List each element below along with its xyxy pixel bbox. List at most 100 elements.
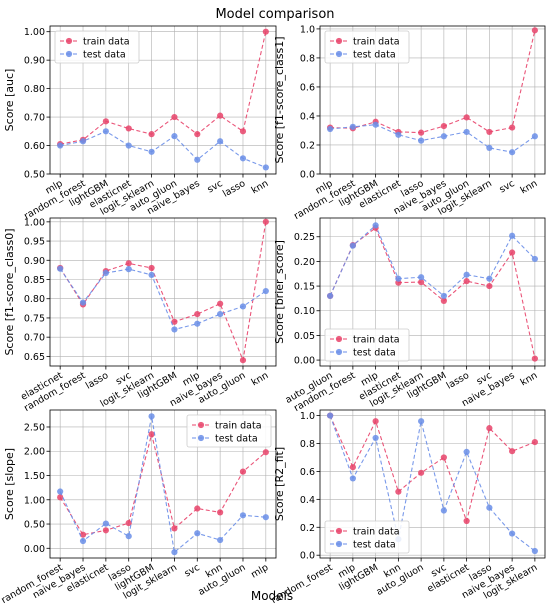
legend-marker (335, 50, 343, 58)
data-point-test (102, 128, 109, 135)
y-axis-label: Score [f1-score_class1] (273, 36, 286, 163)
plot-frame (319, 25, 546, 175)
y-tick-label: 0.00 (24, 544, 45, 555)
data-point-train (531, 27, 538, 34)
data-point-test (509, 149, 516, 156)
data-point-test (79, 138, 87, 145)
y-tick-label: 0.85 (24, 275, 45, 286)
legend: train data test data (186, 414, 272, 448)
data-point-train (171, 525, 178, 532)
legend: train data test data (324, 30, 410, 64)
y-tick-label: 0.80 (24, 84, 45, 95)
series-line-train (329, 415, 536, 523)
x-tick-label: svc (183, 562, 202, 579)
y-tick-label: 0.65 (24, 352, 45, 363)
data-point-train (486, 425, 493, 432)
series-line-test (329, 224, 536, 297)
data-point-test (440, 133, 447, 140)
data-point-test (349, 123, 356, 130)
data-point-train (440, 454, 447, 461)
data-point-train (148, 264, 155, 272)
legend-box (324, 30, 410, 64)
x-tick-label: lasso (84, 370, 111, 392)
y-tick-label: 0.6 (300, 82, 315, 93)
data-point-test (148, 148, 155, 155)
y-tick-label: 0.75 (24, 313, 45, 324)
legend-label: test data (353, 540, 396, 551)
data-point-test (102, 520, 109, 527)
figure-title: Model comparison (215, 7, 334, 22)
y-tick-label: 0.2 (300, 523, 315, 534)
y-axis-label: Score [slope] (3, 448, 16, 520)
data-point-train (194, 131, 201, 138)
data-point-train (102, 118, 109, 125)
x-tick-label: lasso (445, 370, 472, 392)
legend-box (324, 328, 410, 362)
data-point-test (239, 512, 247, 519)
data-point-test (395, 275, 402, 282)
legend-marker (335, 37, 343, 45)
legend-label: test data (83, 50, 126, 61)
data-point-test (262, 514, 269, 521)
data-point-test (217, 311, 224, 318)
data-point-test (463, 271, 470, 278)
data-point-test (148, 413, 155, 420)
y-tick-label: 0.95 (24, 237, 45, 248)
data-point-train (125, 260, 132, 267)
legend-box (186, 414, 272, 448)
data-point-test (57, 488, 64, 495)
legend-marker (197, 434, 205, 442)
x-tick-label: knn (250, 178, 271, 196)
y-tick-label: 1.00 (24, 217, 45, 228)
data-point-test (418, 137, 425, 144)
y-tick-label: 0.50 (24, 520, 45, 531)
legend-marker (335, 527, 343, 535)
y-tick-label: 1.0 (300, 24, 315, 35)
data-point-train (239, 357, 247, 364)
data-point-test (486, 144, 493, 151)
data-point-test (194, 156, 201, 163)
data-point-test (79, 537, 87, 545)
subplot-3: 0.650.700.750.800.850.900.951.00elasticn… (3, 217, 277, 414)
series-line-test (330, 124, 536, 153)
x-tick-label: knn (519, 370, 540, 388)
data-point-test (239, 303, 247, 310)
subplot-2: 0.00.20.40.60.81.0mlprandom_forestlightG… (273, 24, 546, 222)
data-point-test (125, 142, 132, 149)
subplot-5: 0.000.501.001.502.002.50random_forestnai… (0, 409, 277, 606)
data-point-test (440, 507, 447, 514)
data-point-test (239, 155, 247, 162)
plot-frame (49, 25, 277, 175)
plot-frame (319, 409, 546, 559)
data-point-train (349, 464, 356, 471)
data-point-test (418, 274, 425, 281)
data-point-train (148, 131, 155, 138)
y-tick-label: 1.50 (24, 471, 45, 482)
data-point-test (440, 292, 447, 300)
y-tick-label: 0.80 (24, 294, 45, 305)
data-point-train (79, 531, 87, 538)
data-point-test (372, 222, 379, 229)
data-point-test (102, 269, 109, 277)
figure-xlabel: Models (251, 589, 293, 603)
data-point-test (262, 164, 269, 171)
legend-label: train data (353, 37, 400, 48)
y-tick-label: 1.00 (24, 495, 45, 506)
x-tick-label: svc (497, 178, 516, 195)
data-point-train (486, 128, 493, 136)
legend-box (324, 520, 410, 554)
data-point-test (531, 133, 538, 140)
plot-frame (49, 217, 277, 367)
subplot-grid: 0.500.600.700.800.901.00mlprandom_forest… (0, 24, 546, 606)
data-point-train (440, 297, 447, 304)
series-line-test (60, 130, 267, 169)
data-point-train (194, 311, 201, 318)
data-point-test (463, 448, 470, 455)
legend-label: train data (353, 335, 400, 346)
data-point-test (171, 549, 178, 556)
legend-label: train data (83, 37, 130, 48)
y-tick-label: 0.8 (300, 53, 315, 64)
y-tick-label: 0.10 (294, 306, 315, 317)
